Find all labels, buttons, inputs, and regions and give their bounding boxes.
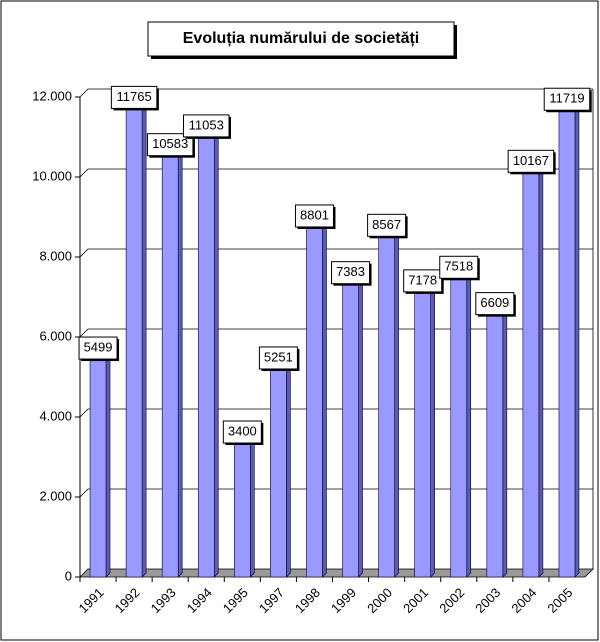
data-label: 7518 bbox=[444, 259, 473, 274]
data-label: 7383 bbox=[336, 264, 365, 279]
bar bbox=[558, 103, 580, 578]
bar-front bbox=[558, 107, 576, 578]
bar-front bbox=[342, 281, 359, 578]
data-label: 11053 bbox=[189, 117, 224, 132]
bar-side bbox=[358, 276, 363, 578]
bar bbox=[377, 229, 400, 578]
bar bbox=[486, 307, 508, 578]
bar-front bbox=[125, 106, 143, 578]
data-label: 8801 bbox=[300, 207, 329, 222]
data-label-box bbox=[110, 85, 158, 109]
data-label-box bbox=[222, 420, 262, 444]
bar-front bbox=[306, 224, 323, 578]
data-label-box bbox=[183, 114, 230, 138]
data-label-box bbox=[258, 346, 298, 370]
bar-front bbox=[197, 134, 215, 578]
data-label-box bbox=[543, 87, 591, 111]
y-tick-label: 10.000 bbox=[32, 168, 72, 183]
bar-front bbox=[89, 356, 107, 578]
data-label: 10583 bbox=[152, 136, 188, 151]
bar-side bbox=[177, 148, 183, 578]
bar-front bbox=[161, 153, 179, 578]
bar-side bbox=[574, 103, 580, 578]
bar-side bbox=[538, 165, 544, 578]
data-label: 5251 bbox=[264, 349, 293, 364]
bar-front bbox=[486, 312, 504, 578]
bar bbox=[341, 276, 364, 578]
bar bbox=[233, 436, 256, 578]
bar-side bbox=[502, 307, 508, 578]
y-tick-label: 8.000 bbox=[39, 248, 72, 263]
data-label-box bbox=[507, 149, 555, 173]
data-label-box bbox=[439, 255, 479, 279]
bar-front bbox=[378, 234, 395, 578]
bar-front bbox=[414, 289, 431, 578]
bar-side bbox=[394, 229, 399, 578]
bar-side bbox=[322, 220, 327, 578]
data-label-box bbox=[331, 261, 371, 285]
bar bbox=[89, 352, 111, 578]
bar-front bbox=[270, 366, 287, 578]
title-box bbox=[147, 21, 455, 57]
floor bbox=[79, 568, 594, 578]
bar-side bbox=[250, 436, 255, 578]
bar-side bbox=[430, 285, 435, 578]
bar-front bbox=[450, 275, 468, 578]
bar bbox=[125, 101, 147, 578]
data-label-box bbox=[403, 269, 443, 293]
y-tick-label: 2.000 bbox=[39, 488, 72, 503]
bar-front bbox=[234, 440, 251, 578]
data-label: 5499 bbox=[84, 339, 113, 354]
chart-title: Evoluția numărului de societăți bbox=[183, 30, 420, 47]
data-label: 7178 bbox=[408, 272, 437, 287]
bar bbox=[161, 148, 183, 578]
bar-front bbox=[522, 170, 540, 578]
bar bbox=[413, 285, 436, 578]
data-label: 3400 bbox=[228, 423, 257, 438]
data-label-box bbox=[475, 292, 515, 316]
bar bbox=[450, 271, 472, 578]
data-label-box bbox=[146, 133, 194, 157]
bar-side bbox=[466, 271, 472, 578]
data-label: 10167 bbox=[513, 153, 549, 168]
bar bbox=[522, 165, 544, 578]
bar-side bbox=[213, 130, 219, 578]
bar bbox=[197, 130, 219, 578]
grid-line bbox=[79, 248, 593, 258]
grid-line bbox=[79, 168, 593, 178]
y-tick-label: 12.000 bbox=[32, 88, 72, 103]
data-label: 11765 bbox=[117, 89, 152, 104]
grid-line bbox=[79, 88, 593, 98]
bar bbox=[305, 220, 328, 578]
data-label-box bbox=[78, 336, 118, 360]
data-label-box bbox=[294, 204, 334, 228]
data-label: 11719 bbox=[549, 91, 584, 106]
data-label-box bbox=[367, 213, 407, 237]
y-tick-label: 4.000 bbox=[39, 408, 72, 423]
bar bbox=[269, 362, 292, 578]
bar-side bbox=[105, 352, 111, 578]
data-label: 8567 bbox=[372, 217, 401, 232]
y-tick-label: 6.000 bbox=[39, 328, 72, 343]
bar-side bbox=[286, 362, 291, 578]
data-label: 6609 bbox=[480, 295, 509, 310]
y-tick-label: 0 bbox=[65, 568, 72, 583]
bar-side bbox=[141, 101, 147, 578]
